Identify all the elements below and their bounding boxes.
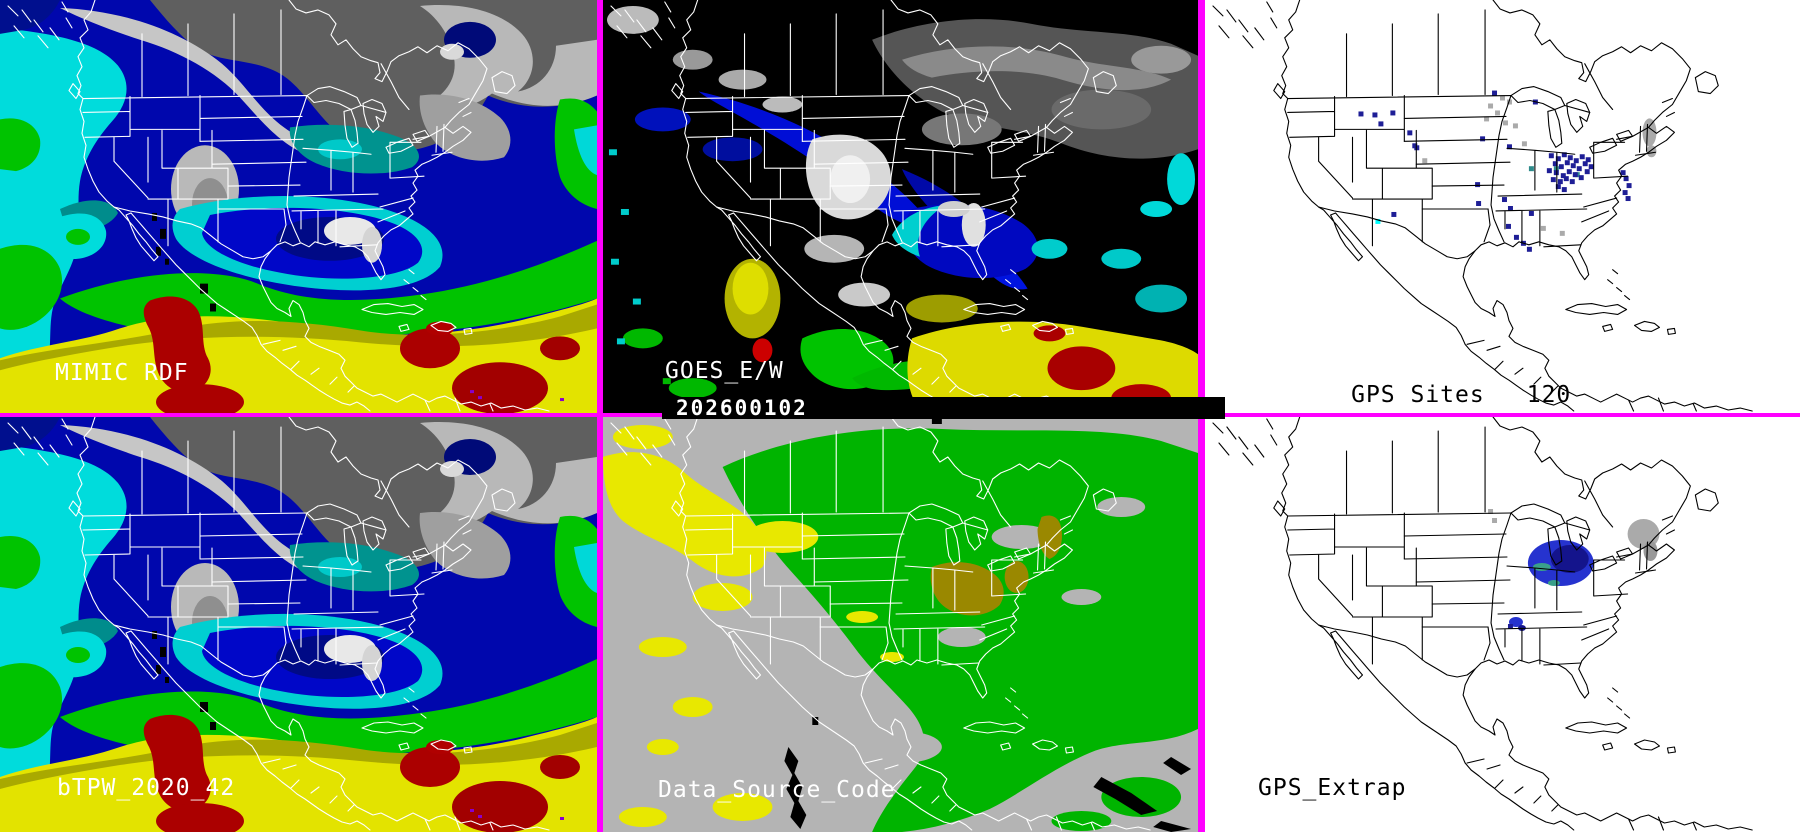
gps-site-dot — [1620, 170, 1626, 176]
gps-region-blob — [1643, 541, 1658, 561]
gps-site-dot — [1572, 172, 1578, 178]
gps-site-dot — [1506, 144, 1512, 150]
gps-site-dot — [1552, 161, 1558, 167]
gps-site-dot — [1579, 154, 1585, 160]
gps-site-dot — [1507, 206, 1513, 211]
gps-site-dot — [1566, 169, 1572, 175]
gps-region-blob — [1550, 545, 1589, 573]
gps-site-dot — [1623, 176, 1629, 182]
gps-site-dot — [1422, 158, 1428, 164]
gps-region-blob — [1547, 580, 1560, 586]
panel-label-data-source-code: Data_Source_Code — [658, 777, 896, 803]
gps-site-dot — [1555, 156, 1561, 162]
gps-site-dot — [1555, 184, 1561, 190]
gps-site-dot — [1576, 166, 1582, 172]
gps-site-dot — [1512, 123, 1518, 129]
gps-site-dot — [1625, 196, 1631, 202]
gps-site-dot — [1561, 187, 1567, 193]
gps-extrap-map-image — [1205, 417, 1800, 832]
gps-region-blob — [1642, 118, 1657, 147]
gps-sites-count: 120 — [1526, 382, 1572, 408]
gps-site-dot — [1506, 99, 1512, 105]
gps-site-dot — [1582, 161, 1588, 167]
gps-site-dot — [1561, 152, 1567, 158]
panel-label-mimic-rdf: MIMIC RDF — [55, 360, 189, 386]
gps-region-blob — [1532, 563, 1551, 571]
gps-site-dot — [1480, 136, 1486, 142]
gps-site-dot — [1378, 121, 1384, 127]
gps-site-dot — [1626, 183, 1632, 189]
gps-site-dot — [1563, 176, 1569, 182]
gps-site-dot — [1560, 173, 1566, 179]
gps-site-dot — [1502, 197, 1507, 203]
gps-site-dot — [1488, 103, 1494, 109]
panel-label-btpw: bTPW_2020_42 — [57, 775, 236, 801]
gps-site-dot — [1567, 155, 1573, 161]
panel-gps-sites: GPS Sites 120 — [1205, 0, 1800, 413]
gps-site-dot — [1375, 218, 1381, 224]
gps-site-dot — [1488, 509, 1494, 514]
data-source-code-map-image — [603, 417, 1198, 832]
gps-site-dot — [1585, 157, 1591, 163]
gps-sites-map-image — [1205, 0, 1800, 413]
panel-data-source-code: Data_Source_Code — [603, 417, 1198, 832]
panel-label-goes-ew: GOES_E/W — [665, 358, 784, 384]
gps-site-dot — [1475, 182, 1481, 188]
gps-site-dot — [1502, 120, 1508, 126]
gps-site-dot — [1528, 210, 1534, 216]
gps-site-dot — [1557, 179, 1563, 185]
gps-site-dot — [1500, 95, 1505, 101]
gps-site-dot — [1476, 201, 1482, 207]
panel-mimic-rdf: MIMIC RDF — [0, 0, 597, 413]
panel-goes-ew: GOES_E/W — [603, 0, 1198, 413]
gps-site-dot — [1484, 116, 1490, 122]
panel-label-gps-extrap: GPS_Extrap — [1258, 775, 1407, 801]
gps-site-dot — [1559, 230, 1565, 236]
gps-site-dot — [1526, 246, 1532, 252]
gps-sites-label: GPS Sites — [1351, 382, 1485, 408]
gps-site-dot — [1528, 166, 1534, 172]
btpw-map-image — [0, 417, 597, 832]
panel-gps-extrap: GPS_Extrap — [1205, 417, 1800, 832]
gps-site-dot — [1507, 624, 1513, 629]
gps-site-dot — [1588, 164, 1594, 170]
gps-site-dot — [1569, 179, 1575, 185]
timestamp-bar: 202600102 — [662, 396, 1225, 420]
gps-site-dot — [1492, 90, 1498, 96]
gps-site-dot — [1495, 110, 1501, 116]
gps-site-dot — [1548, 153, 1554, 159]
gps-site-dot — [1540, 225, 1546, 231]
gps-site-dot — [1521, 141, 1527, 147]
gps-site-dot — [1546, 168, 1552, 174]
goes-ew-map-image — [603, 0, 1198, 413]
gps-site-dot — [1584, 169, 1590, 175]
gps-site-dot — [1564, 160, 1570, 166]
panel-label-gps-sites: GPS Sites 120 — [1262, 356, 1571, 413]
gps-site-dot — [1372, 112, 1378, 118]
mimic-rdf-map-image — [0, 0, 597, 413]
gps-site-dot — [1513, 234, 1519, 240]
gps-site-dot — [1358, 111, 1364, 117]
gps-site-dot — [1570, 163, 1576, 169]
gps-site-dot — [1505, 223, 1511, 229]
gps-site-dot — [1407, 130, 1413, 136]
timestamp-text: 202600102 — [676, 396, 808, 420]
gps-site-dot — [1550, 177, 1556, 183]
gps-site-dot — [1578, 175, 1584, 181]
gps-site-dot — [1492, 518, 1498, 523]
gps-site-dot — [1622, 190, 1628, 196]
gps-site-dot — [1573, 158, 1579, 164]
gps-site-dot — [1390, 110, 1396, 116]
gps-site-dot — [1391, 211, 1397, 217]
gps-site-dot — [1558, 164, 1564, 170]
panel-btpw: bTPW_2020_42 — [0, 417, 597, 832]
